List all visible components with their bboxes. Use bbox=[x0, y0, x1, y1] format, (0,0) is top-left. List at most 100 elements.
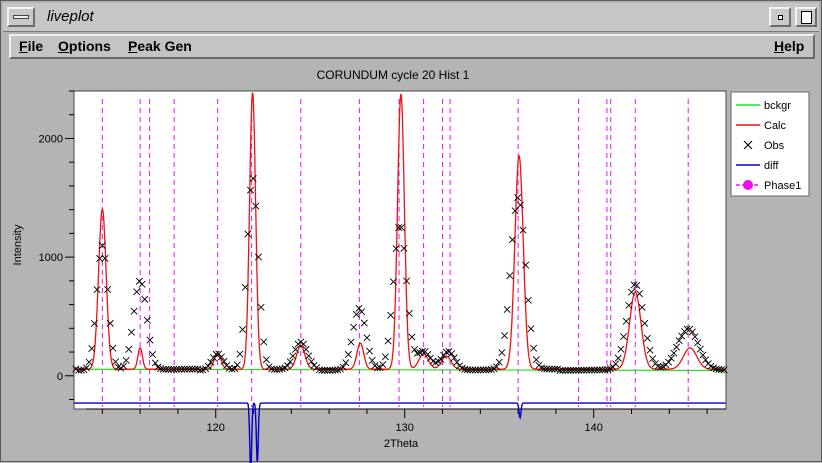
series-obs-point bbox=[217, 353, 225, 361]
series-obs-point bbox=[665, 358, 673, 366]
series-obs-point bbox=[516, 201, 524, 209]
series-obs-point bbox=[503, 305, 511, 314]
series-obs-point bbox=[389, 278, 397, 286]
series-obs-point bbox=[511, 207, 519, 215]
series-obs-point bbox=[622, 317, 630, 325]
legend-label-bckgr: bckgr bbox=[764, 100, 791, 112]
series-obs-point bbox=[249, 175, 257, 183]
maximize-button[interactable] bbox=[795, 7, 817, 27]
series-obs-point bbox=[479, 366, 487, 374]
menu-file[interactable]: File bbox=[19, 38, 44, 54]
menu-help[interactable]: Help bbox=[774, 38, 805, 54]
series-obs-point bbox=[291, 345, 300, 353]
series-obs-point bbox=[77, 366, 85, 374]
series-obs-point bbox=[620, 333, 628, 341]
axis-ticks: 120 130 140 0 1000 2000 bbox=[39, 90, 726, 434]
series-obs-point bbox=[588, 366, 596, 374]
series-obs-point bbox=[437, 355, 445, 363]
series-obs-point bbox=[699, 351, 707, 359]
series-obs-point bbox=[143, 316, 151, 324]
series-obs-point bbox=[307, 357, 315, 366]
y-tick-label: 1000 bbox=[39, 252, 63, 264]
menu-peak-gen[interactable]: Peak Gen bbox=[128, 38, 192, 54]
series-obs-point bbox=[363, 334, 371, 342]
series-obs-point bbox=[326, 366, 334, 374]
series-obs-point bbox=[257, 303, 265, 311]
series-obs-point bbox=[593, 366, 601, 374]
minimize-button[interactable] bbox=[769, 7, 791, 27]
series-obs-point bbox=[183, 365, 191, 373]
title-bar[interactable]: liveplot bbox=[3, 3, 819, 32]
series-obs-point bbox=[715, 365, 723, 373]
series-obs-point bbox=[575, 366, 583, 374]
series-obs-point bbox=[532, 356, 540, 364]
series-obs-point bbox=[463, 366, 471, 374]
series-obs-point bbox=[122, 356, 130, 364]
series-obs-point bbox=[397, 223, 405, 232]
series-obs-point bbox=[538, 364, 546, 372]
series-obs-point bbox=[508, 236, 516, 244]
series-obs-point bbox=[654, 362, 662, 370]
series-obs-point bbox=[96, 254, 104, 262]
window-menu-button[interactable] bbox=[7, 7, 35, 27]
series-obs-point bbox=[289, 352, 297, 360]
menu-options[interactable]: Options bbox=[58, 38, 111, 54]
series-obs-point bbox=[241, 283, 249, 291]
series-obs-point bbox=[360, 319, 368, 327]
series-obs-point bbox=[635, 290, 643, 298]
series-obs-point bbox=[691, 333, 699, 341]
series-obs-point bbox=[366, 347, 374, 355]
series-obs-point bbox=[500, 332, 509, 340]
series-obs-point bbox=[352, 310, 360, 318]
series-obs-point bbox=[625, 301, 633, 309]
series-obs-point bbox=[191, 365, 199, 373]
series-obs-point bbox=[254, 253, 262, 261]
series-obs-point bbox=[133, 288, 141, 296]
powder-pattern-chart: CORUNDUM cycle 20 Hist 1 Intensity 2Thet… bbox=[12, 68, 810, 463]
chart-title: CORUNDUM cycle 20 Hist 1 bbox=[317, 68, 470, 82]
series-obs-point bbox=[564, 366, 572, 374]
window-title: liveplot bbox=[47, 8, 94, 25]
series-obs-point bbox=[667, 354, 675, 362]
series-obs-point bbox=[527, 325, 535, 333]
series-obs-point bbox=[466, 366, 474, 374]
series-obs-point bbox=[580, 366, 588, 374]
series-obs-point bbox=[172, 365, 180, 373]
series-obs-point bbox=[196, 366, 204, 374]
series-obs-point bbox=[323, 366, 331, 374]
series-obs-point bbox=[400, 244, 408, 252]
series-obs-point bbox=[233, 361, 241, 369]
series-obs-point bbox=[482, 366, 490, 374]
series-obs-point bbox=[403, 277, 411, 285]
series-obs-point bbox=[395, 224, 403, 232]
series-obs-point bbox=[236, 350, 244, 358]
series-obs-point bbox=[270, 365, 278, 373]
series-obs-point bbox=[125, 345, 133, 353]
series-obs-point bbox=[392, 245, 400, 253]
series-obs-point bbox=[614, 354, 622, 362]
legend-marker-phase1 bbox=[743, 180, 753, 190]
series-obs-point bbox=[633, 281, 641, 289]
series-obs-point bbox=[204, 362, 212, 370]
series-obs-point bbox=[339, 363, 347, 371]
series-obs-point bbox=[252, 202, 260, 210]
series-obs-point bbox=[329, 366, 337, 374]
x-tick-label: 130 bbox=[396, 422, 414, 434]
plot-area[interactable] bbox=[73, 90, 727, 410]
series-obs-point bbox=[130, 307, 138, 315]
x-tick-label: 140 bbox=[585, 422, 603, 434]
series-diff bbox=[74, 402, 726, 463]
series-obs-point bbox=[649, 355, 657, 363]
series-obs-point bbox=[387, 311, 395, 319]
maximize-icon bbox=[801, 11, 812, 24]
series-obs-point bbox=[561, 366, 569, 374]
series-obs-point bbox=[104, 285, 112, 294]
series-obs-point bbox=[188, 365, 196, 373]
series-obs-point bbox=[469, 366, 477, 374]
series-obs-point bbox=[209, 354, 217, 362]
x-tick-label: 120 bbox=[207, 422, 225, 434]
y-tick-label: 2000 bbox=[39, 133, 63, 145]
series-obs-point bbox=[442, 348, 450, 356]
series-obs-point bbox=[178, 365, 186, 373]
y-tick-label: 0 bbox=[57, 371, 63, 383]
